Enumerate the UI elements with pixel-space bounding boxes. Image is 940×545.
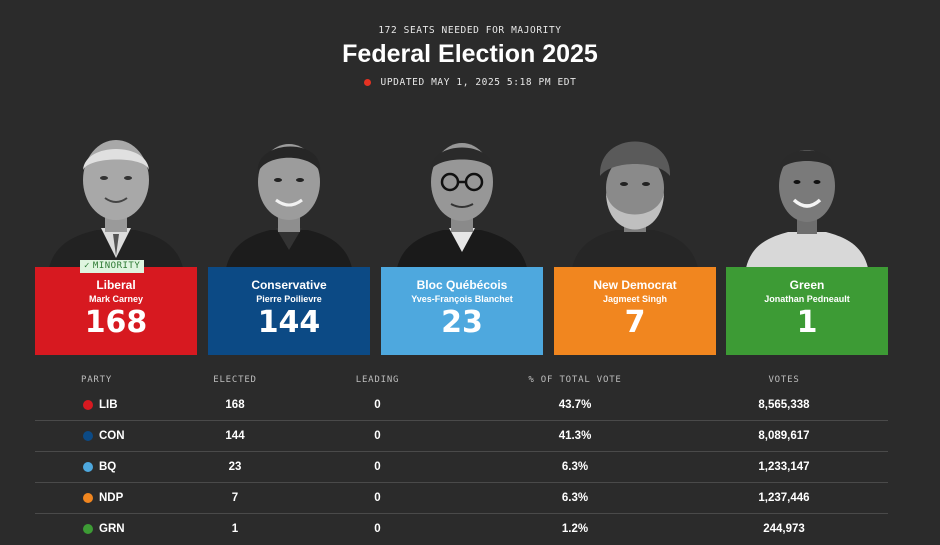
party-result-box: New Democrat Jagmeet Singh 7 <box>554 267 716 355</box>
elected-cell: 168 <box>225 399 245 411</box>
candidate-card-bloc-quebecois[interactable]: Bloc Québécois Yves-François Blanchet 23 <box>381 130 543 355</box>
party-name: Green <box>789 278 825 292</box>
leading-cell: 0 <box>374 523 381 535</box>
party-color-dot <box>83 431 93 441</box>
party-abbrev: CON <box>99 430 125 442</box>
elected-cell: 144 <box>225 430 245 442</box>
updated-timestamp: UPDATED MAY 1, 2025 5:18 PM EDT <box>380 76 577 88</box>
party-abbrev: NDP <box>99 492 124 504</box>
leading-cell: 0 <box>374 430 381 442</box>
party-result-box: Bloc Québécois Yves-François Blanchet 23 <box>381 267 543 355</box>
candidate-portrait <box>381 130 543 268</box>
votes-cell: 8,565,338 <box>758 399 810 411</box>
checkmark-icon: ✓ <box>84 261 90 271</box>
vote-share-cell: 1.2% <box>561 523 589 535</box>
party-cell: NDP <box>35 492 185 504</box>
candidate-portrait <box>35 130 197 268</box>
party-result-box: Conservative Pierre Poilievre 144 <box>208 267 370 355</box>
minority-label: MINORITY <box>92 261 141 271</box>
leading-cell: 0 <box>374 461 381 473</box>
seat-count: 7 <box>624 305 646 340</box>
leading-cell: 0 <box>374 399 381 411</box>
results-table: PARTY ELECTED LEADING % OF TOTAL VOTE VO… <box>35 370 888 544</box>
column-header-elected[interactable]: ELECTED <box>213 375 257 385</box>
seat-count: 168 <box>84 305 148 340</box>
party-leader: Yves-François Blanchet <box>411 294 513 304</box>
party-color-dot <box>83 524 93 534</box>
party-leader: Mark Carney <box>88 294 144 304</box>
candidate-card-green[interactable]: Green Jonathan Pedneault 1 <box>726 130 888 355</box>
party-name: Bloc Québécois <box>416 278 508 292</box>
elected-cell: 7 <box>231 492 239 504</box>
party-cell: GRN <box>35 523 185 535</box>
seat-count: 23 <box>441 305 483 340</box>
party-name: New Democrat <box>593 278 677 292</box>
column-header-votes[interactable]: VOTES <box>768 375 800 385</box>
party-color-dot <box>83 400 93 410</box>
party-result-box: Green Jonathan Pedneault 1 <box>726 267 888 355</box>
party-cell: CON <box>35 430 185 442</box>
party-abbrev: BQ <box>99 461 117 473</box>
seat-count: 144 <box>257 305 321 340</box>
table-row[interactable]: GRN 1 0 1.2% 244,973 <box>35 514 888 544</box>
party-leader: Jonathan Pedneault <box>764 294 850 304</box>
updated-timestamp-row: UPDATED MAY 1, 2025 5:18 PM EDT <box>0 75 940 89</box>
party-result-box: Liberal Mark Carney 168 <box>35 267 197 355</box>
live-indicator-icon <box>363 78 371 86</box>
column-header-leading[interactable]: LEADING <box>355 375 400 385</box>
candidate-portrait <box>726 130 888 268</box>
vote-share-cell: 6.3% <box>561 492 589 504</box>
majority-threshold-label: 172 SEATS NEEDED FOR MAJORITY <box>378 25 562 36</box>
party-name: Liberal <box>96 278 136 292</box>
page-title: Federal Election 2025 <box>342 40 598 68</box>
votes-cell: 1,237,446 <box>758 492 810 504</box>
votes-cell: 1,233,147 <box>758 461 810 473</box>
candidate-card-new-democrat[interactable]: New Democrat Jagmeet Singh 7 <box>554 130 716 355</box>
elected-cell: 23 <box>228 461 242 473</box>
table-header: PARTY ELECTED LEADING % OF TOTAL VOTE VO… <box>35 370 888 390</box>
candidate-cards: Liberal Mark Carney 168 ✓ MINORITY <box>35 130 888 355</box>
candidate-portrait <box>208 130 370 268</box>
seat-count: 1 <box>796 305 818 340</box>
party-leader: Pierre Poilievre <box>256 294 322 304</box>
vote-share-cell: 6.3% <box>561 461 589 473</box>
candidate-portrait <box>554 130 716 268</box>
elected-cell: 1 <box>231 523 239 535</box>
page-header: 172 SEATS NEEDED FOR MAJORITY Federal El… <box>0 24 940 89</box>
table-row[interactable]: CON 144 0 41.3% 8,089,617 <box>35 421 888 452</box>
party-color-dot <box>83 462 93 472</box>
party-abbrev: GRN <box>99 523 125 535</box>
party-cell: LIB <box>35 399 185 411</box>
minority-badge: ✓ MINORITY <box>80 260 145 273</box>
candidate-card-conservative[interactable]: Conservative Pierre Poilievre 144 <box>208 130 370 355</box>
column-header-vote-share[interactable]: % OF TOTAL VOTE <box>528 375 622 385</box>
column-header-party[interactable]: PARTY <box>81 375 113 385</box>
party-cell: BQ <box>35 461 185 473</box>
vote-share-cell: 41.3% <box>558 430 592 442</box>
party-color-dot <box>83 493 93 503</box>
party-name: Conservative <box>251 278 327 292</box>
votes-cell: 8,089,617 <box>758 430 810 442</box>
candidate-card-liberal[interactable]: Liberal Mark Carney 168 ✓ MINORITY <box>35 130 197 355</box>
party-abbrev: LIB <box>99 399 118 411</box>
leading-cell: 0 <box>374 492 381 504</box>
vote-share-cell: 43.7% <box>558 399 592 411</box>
table-row[interactable]: LIB 168 0 43.7% 8,565,338 <box>35 390 888 421</box>
table-row[interactable]: BQ 23 0 6.3% 1,233,147 <box>35 452 888 483</box>
votes-cell: 244,973 <box>763 523 805 535</box>
table-row[interactable]: NDP 7 0 6.3% 1,237,446 <box>35 483 888 514</box>
party-leader: Jagmeet Singh <box>602 294 667 304</box>
